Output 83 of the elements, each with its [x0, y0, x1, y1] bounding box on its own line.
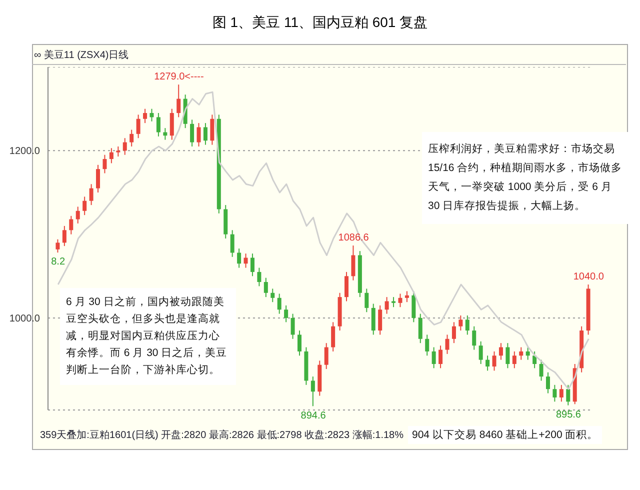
candlestick — [404, 290, 409, 303]
candlestick — [96, 164, 100, 193]
chart-title: 图 1、美豆 11、国内豆粕 601 复盘 — [211, 14, 429, 32]
candlestick — [210, 114, 214, 146]
candlestick — [472, 326, 476, 350]
y-tick-label: 1200.0 — [9, 146, 40, 158]
candlestick — [270, 288, 275, 303]
candlestick — [82, 196, 87, 216]
candlestick — [519, 346, 524, 360]
candlestick — [284, 304, 288, 323]
candlestick — [244, 253, 248, 268]
candlestick — [69, 215, 74, 235]
candlestick — [143, 108, 148, 124]
candlestick — [458, 314, 463, 332]
annotation: 1279.0<---- — [154, 72, 204, 83]
text: 904 以下交易 8460 基础上+200 面积。 — [408, 426, 602, 444]
candlestick — [552, 384, 557, 402]
candlestick — [532, 350, 537, 369]
candlestick — [425, 334, 430, 356]
candlestick — [116, 146, 120, 158]
candlestick — [438, 345, 443, 369]
annotation: 894.6 — [300, 410, 326, 422]
candlestick — [170, 108, 174, 140]
candlestick — [257, 267, 262, 287]
candlestick — [559, 384, 564, 402]
annotation: 压榨利润好，美豆粕需求好：市场交易 15/16 合约，种植期间雨水多，市场做多天气，一举突破 1000 美分后，受 6 月 30 日库存报告提振，大幅上扬。 — [422, 132, 630, 224]
candlestick — [478, 340, 483, 364]
candlestick — [196, 122, 201, 147]
candlestick — [109, 148, 114, 164]
annotation: 8.2 — [51, 256, 66, 268]
candlestick — [89, 184, 94, 206]
candlestick — [56, 238, 60, 254]
candlestick — [412, 290, 416, 323]
candlestick — [351, 245, 356, 281]
annotation: 895.6 — [556, 409, 582, 420]
candlestick — [290, 313, 295, 340]
candlestick — [156, 112, 160, 137]
candlestick — [398, 293, 402, 308]
annotation: 1086.6 — [338, 232, 370, 244]
candlestick — [392, 296, 396, 308]
candlestick — [378, 304, 382, 336]
candlestick — [344, 271, 349, 302]
candlestick — [230, 230, 234, 258]
candlestick — [122, 138, 127, 156]
candlestick — [492, 350, 496, 372]
candlestick — [102, 154, 107, 174]
candlestick — [546, 372, 550, 394]
candlestick — [432, 346, 436, 369]
candlestick — [384, 296, 389, 314]
candlestick — [250, 253, 254, 277]
candlestick — [136, 114, 140, 139]
candlestick — [264, 277, 268, 298]
candlestick — [512, 350, 516, 369]
candlestick — [62, 225, 66, 247]
candlestick — [297, 330, 302, 356]
candlestick — [486, 355, 490, 372]
candlestick — [331, 322, 336, 352]
chart-subtitle: ∞ 美豆11 (ZSX4)日线 — [34, 48, 129, 62]
candlestick — [190, 119, 194, 147]
candlestick — [371, 303, 376, 336]
annotation: 6 月 30 日之前，国内被动跟随美豆空头砍仓，但多头也是逢高就减，明显对国内豆粕供应压力心有余悸。而 6 月 30 日之后，美豆判断上一台阶，下游补库心切。 — [60, 288, 236, 385]
annotation: 1040.0 — [573, 272, 604, 283]
candlestick — [418, 313, 422, 344]
candlestick — [506, 342, 510, 369]
candlestick — [150, 108, 154, 122]
candlestick — [498, 342, 503, 360]
candlestick — [465, 314, 470, 336]
candlestick — [277, 293, 282, 314]
candlestick — [203, 122, 208, 146]
candlestick — [364, 288, 369, 313]
candlestick — [76, 206, 80, 224]
candlestick — [310, 376, 315, 407]
candlestick — [237, 248, 242, 268]
y-tick-label: 1000.0 — [9, 314, 40, 325]
candlestick — [324, 342, 328, 370]
candlestick — [539, 359, 544, 382]
candlestick — [176, 84, 181, 118]
candlestick — [452, 322, 456, 344]
candlestick — [526, 346, 530, 360]
candlestick — [130, 129, 134, 147]
candlestick — [566, 384, 570, 406]
text: 359天叠加:豆粕1601(日线) 开盘:2820 最高:2826 最低:2798 收盘:2823 涨幅:1.18% — [39, 428, 404, 443]
candlestick — [445, 334, 450, 354]
